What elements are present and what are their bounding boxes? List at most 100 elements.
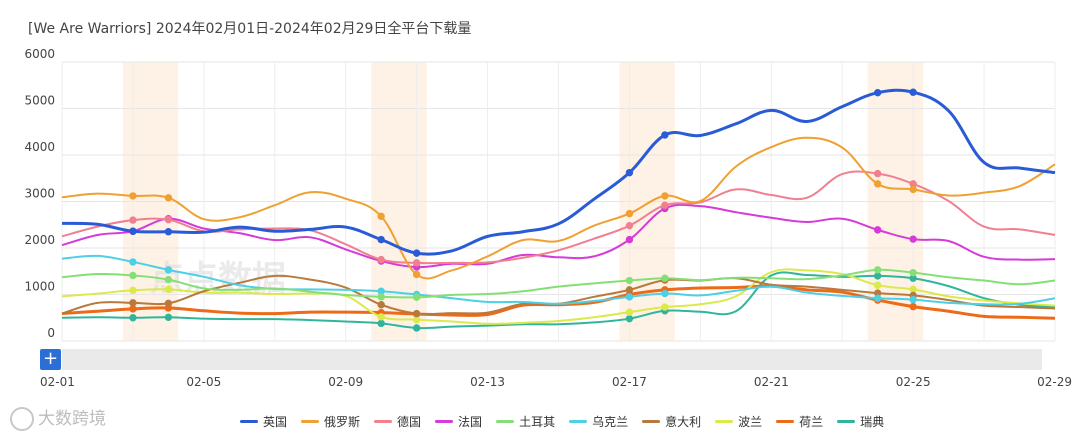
series-line-法国[interactable] <box>61 203 1056 269</box>
brand-watermark: 大数跨境 <box>10 404 106 431</box>
data-point[interactable] <box>625 168 634 177</box>
data-point[interactable] <box>164 275 173 284</box>
data-point[interactable] <box>909 185 917 194</box>
legend-item[interactable]: 土耳其 <box>496 413 555 430</box>
legend-swatch <box>642 420 661 423</box>
legend-swatch <box>496 420 515 423</box>
data-point[interactable] <box>909 285 917 294</box>
data-point[interactable] <box>377 212 385 221</box>
legend-item[interactable]: 荷兰 <box>776 413 823 430</box>
data-point[interactable] <box>129 299 137 307</box>
y-tick-label: 5000 <box>24 94 55 108</box>
data-point[interactable] <box>412 249 421 257</box>
data-point[interactable] <box>129 271 137 280</box>
x-tick-label: 02-17 <box>612 375 647 389</box>
data-point[interactable] <box>377 255 385 264</box>
y-tick-label: 1000 <box>24 280 55 294</box>
data-point[interactable] <box>661 289 669 298</box>
legend-item[interactable]: 法国 <box>435 413 482 430</box>
legend-item[interactable]: 乌克兰 <box>569 413 628 430</box>
data-point[interactable] <box>909 295 917 304</box>
series-line-土耳其[interactable] <box>61 268 1056 299</box>
zoom-in-button[interactable]: + <box>40 349 61 370</box>
legend-swatch <box>837 420 856 423</box>
series-line-英国[interactable] <box>61 88 1056 256</box>
data-point[interactable] <box>873 180 882 188</box>
legend-swatch <box>569 420 588 423</box>
data-point[interactable] <box>129 305 137 313</box>
data-point[interactable] <box>625 221 634 230</box>
data-point[interactable] <box>412 324 421 332</box>
data-point[interactable] <box>377 319 385 328</box>
data-point[interactable] <box>164 194 173 202</box>
data-point[interactable] <box>661 303 669 311</box>
x-tick-label: 02-09 <box>328 375 363 389</box>
data-point[interactable] <box>625 314 634 323</box>
data-point[interactable] <box>412 259 421 267</box>
data-point[interactable] <box>625 235 634 244</box>
data-point[interactable] <box>873 88 882 97</box>
data-point[interactable] <box>412 270 421 279</box>
data-point[interactable] <box>129 192 137 200</box>
data-point[interactable] <box>661 192 669 200</box>
y-axis-ticks: 0 1000 2000 3000 4000 5000 6000 <box>24 47 55 340</box>
data-point[interactable] <box>909 302 917 311</box>
data-point[interactable] <box>625 293 634 301</box>
legend-label: 俄罗斯 <box>324 415 361 429</box>
data-point[interactable] <box>129 227 137 235</box>
data-point[interactable] <box>873 281 882 289</box>
legend-item[interactable]: 波兰 <box>715 413 762 430</box>
x-tick-label: 02-05 <box>186 375 221 389</box>
data-point[interactable] <box>625 209 634 218</box>
data-point[interactable] <box>625 276 634 285</box>
data-point[interactable] <box>873 266 882 274</box>
legend-swatch <box>301 420 320 423</box>
data-point[interactable] <box>661 201 669 209</box>
data-point[interactable] <box>412 309 421 318</box>
legend-swatch <box>374 420 393 423</box>
data-point[interactable] <box>873 226 882 234</box>
data-point[interactable] <box>129 286 137 295</box>
legend-item[interactable]: 英国 <box>240 413 287 430</box>
data-point[interactable] <box>164 285 173 294</box>
series-line-乌克兰[interactable] <box>61 254 1056 306</box>
data-point[interactable] <box>412 293 421 301</box>
data-point[interactable] <box>377 301 385 309</box>
range-slider-track[interactable] <box>62 349 1042 370</box>
legend-label: 波兰 <box>738 415 763 429</box>
data-point[interactable] <box>909 88 917 96</box>
data-point[interactable] <box>661 274 669 282</box>
legend-item[interactable]: 俄罗斯 <box>301 413 360 430</box>
data-point[interactable] <box>909 235 917 243</box>
legend-item[interactable]: 德国 <box>374 413 421 430</box>
data-point[interactable] <box>164 215 173 224</box>
data-point[interactable] <box>377 313 385 321</box>
data-point[interactable] <box>129 216 137 224</box>
x-tick-label: 02-13 <box>470 375 505 389</box>
data-point[interactable] <box>625 308 634 316</box>
legend-item[interactable]: 瑞典 <box>837 413 884 430</box>
series-line-俄罗斯[interactable] <box>61 136 1056 280</box>
data-point[interactable] <box>164 313 173 321</box>
legend: 英国 俄罗斯 德国 法国 土耳其 乌克兰 意大利 波兰 荷兰 瑞典 <box>240 413 884 430</box>
data-point[interactable] <box>164 299 173 308</box>
data-point[interactable] <box>377 235 385 244</box>
data-point[interactable] <box>164 228 173 236</box>
data-point[interactable] <box>661 131 669 139</box>
series-line-瑞典[interactable] <box>61 271 1056 330</box>
series-line-波兰[interactable] <box>61 268 1056 325</box>
series-line-德国[interactable] <box>61 170 1056 265</box>
data-point[interactable] <box>377 293 385 301</box>
data-point[interactable] <box>909 268 917 277</box>
data-point[interactable] <box>873 169 882 178</box>
x-tick-label: 02-25 <box>896 375 931 389</box>
legend-label: 乌克兰 <box>592 415 629 429</box>
legend-item[interactable]: 意大利 <box>642 413 701 430</box>
data-point[interactable] <box>873 294 882 302</box>
data-point[interactable] <box>129 314 137 322</box>
data-point[interactable] <box>129 258 137 266</box>
data-point[interactable] <box>412 315 421 324</box>
data-point[interactable] <box>625 286 634 294</box>
data-point[interactable] <box>873 272 882 280</box>
data-point[interactable] <box>164 266 173 274</box>
